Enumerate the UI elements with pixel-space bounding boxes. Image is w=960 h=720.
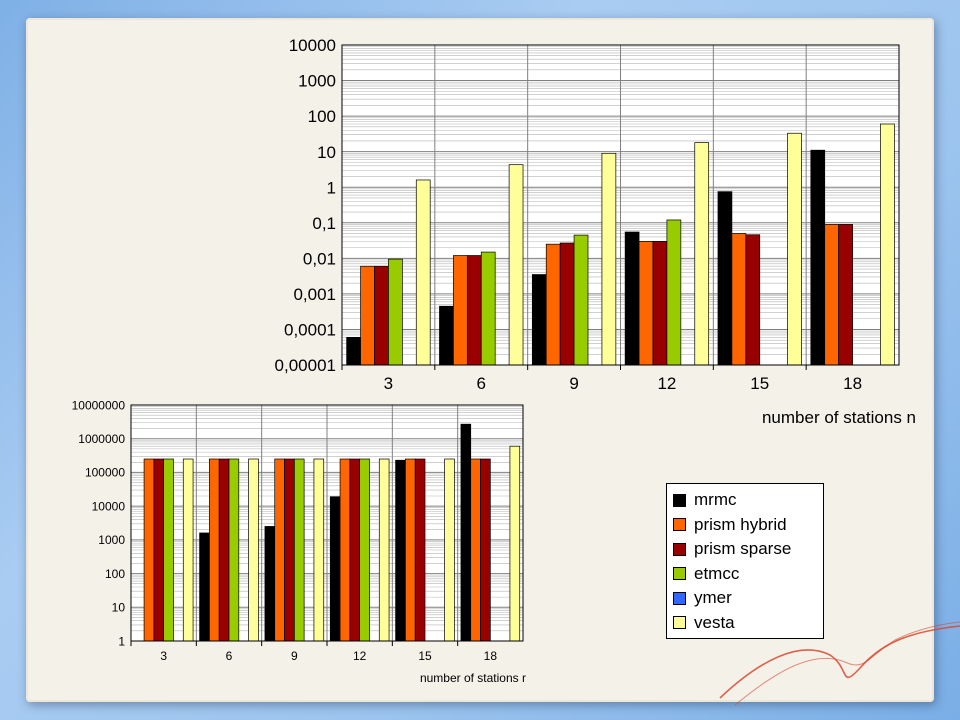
bar (414, 458, 426, 642)
x-axis-label: number of stations r (420, 671, 526, 685)
legend-swatch (673, 493, 686, 507)
bar (209, 458, 220, 642)
bar (293, 458, 305, 642)
y-tick-label: 1000 (98, 533, 125, 547)
legend-label: prism sparse (694, 539, 792, 559)
bar (395, 459, 406, 642)
x-tick-label: 9 (291, 649, 298, 663)
y-tick-label: 100000 (85, 466, 125, 480)
bar (329, 496, 341, 642)
y-tick-label: 10 (317, 143, 336, 162)
bar (284, 458, 295, 642)
y-tick-label: 0,00001 (275, 356, 336, 375)
x-tick-label: 15 (418, 649, 432, 663)
bar (163, 458, 174, 642)
y-tick-label: 10000 (289, 36, 336, 55)
y-tick-label: 10 (112, 601, 126, 615)
bar (153, 458, 165, 642)
bar (228, 458, 240, 642)
x-tick-label: 3 (384, 374, 393, 393)
bar (264, 526, 276, 642)
y-tick-label: 100 (105, 567, 125, 581)
legend-item-vesta: vesta (673, 611, 823, 636)
bar (339, 458, 351, 642)
bar (313, 458, 325, 642)
bar (470, 458, 481, 642)
bar (218, 458, 230, 642)
y-tick-label: 0,1 (312, 214, 336, 233)
legend-item-prism-sparse: prism sparse (673, 537, 823, 562)
bar (182, 458, 194, 642)
legend-swatch (673, 616, 686, 630)
legend-label: mrmc (694, 490, 737, 510)
legend-item-mrmc: mrmc (673, 488, 823, 513)
bar (480, 458, 491, 642)
x-tick-label: 6 (226, 649, 233, 663)
x-tick-label: 9 (569, 374, 578, 393)
y-tick-label: 1 (118, 634, 125, 648)
y-tick-label: 0,001 (293, 285, 336, 304)
legend-item-etmcc: etmcc (673, 562, 823, 587)
chart-bottom-memory: 10000000 1000000 100000 10000 1000 100 10 1 3 6 9 1… (72, 398, 526, 685)
y-tick-label: 1000 (298, 72, 336, 91)
x-tick-label: 18 (484, 649, 498, 663)
legend-item-ymer: ymer (673, 586, 823, 611)
bar (199, 532, 210, 642)
x-tick-label: 12 (353, 649, 367, 663)
bar (444, 458, 455, 642)
x-tick-label: 6 (477, 374, 486, 393)
y-tick-label: 10000 (92, 499, 126, 513)
x-tick-label: 15 (750, 374, 769, 393)
legend: mrmc prism hybrid prism sparse etmcc yme… (666, 483, 824, 639)
legend-label: vesta (694, 612, 735, 632)
legend-item-prism-hybrid: prism hybrid (673, 513, 823, 538)
bar (359, 458, 370, 642)
bar (248, 458, 259, 642)
bar (460, 423, 472, 642)
bar (509, 445, 521, 642)
y-tick-label: 0,0001 (284, 321, 336, 340)
y-tick-label: 1 (327, 178, 336, 197)
legend-swatch (673, 567, 686, 581)
bar (274, 458, 285, 642)
y-tick-label: 100 (308, 107, 336, 126)
x-tick-label: 3 (160, 649, 167, 663)
legend-label: prism hybrid (694, 514, 787, 534)
y-tick-label: 10000000 (72, 398, 126, 412)
x-tick-label: 18 (843, 374, 862, 393)
bar (143, 458, 155, 642)
y-tick-label: 1000000 (78, 432, 125, 446)
bar (405, 458, 416, 642)
x-tick-label: 12 (657, 374, 676, 393)
bar (378, 458, 390, 642)
x-axis-label: number of stations n (762, 408, 916, 427)
y-tick-label: 0,01 (303, 249, 336, 268)
legend-label: ymer (694, 588, 732, 608)
chart-top-runtime: 10000 1000 100 10 1 0,1 0,01 0,001 0,0001 0,00001… (275, 36, 916, 427)
legend-swatch (673, 542, 686, 556)
legend-swatch (673, 518, 686, 532)
legend-label: etmcc (694, 563, 740, 583)
bar (349, 458, 361, 642)
paper-card: 10000 1000 100 10 1 0,1 0,01 0,001 0,0001 0,00001… (26, 18, 934, 702)
legend-swatch (673, 591, 686, 605)
